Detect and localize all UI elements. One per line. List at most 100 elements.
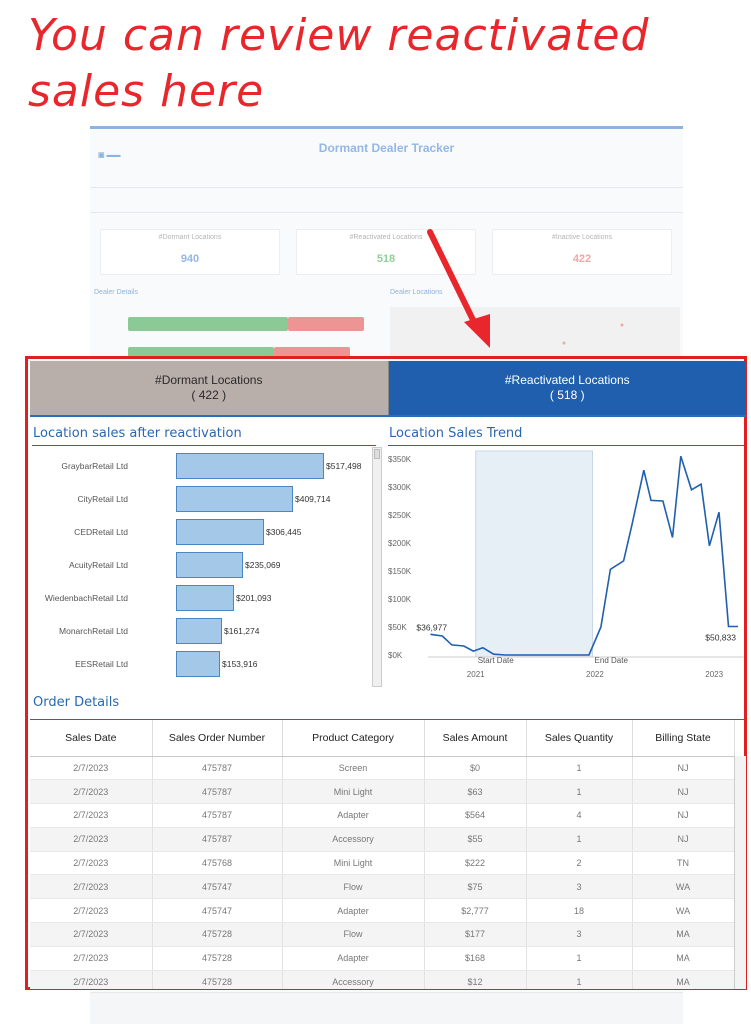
- col-sales-date[interactable]: Sales Date: [30, 720, 153, 757]
- bar-category-label: EESRetail Ltd: [75, 659, 128, 669]
- bg-dashboard-title: Dormant Dealer Tracker: [318, 141, 455, 155]
- bar-category-label: CityRetail Ltd: [77, 494, 128, 504]
- bar[interactable]: [176, 585, 234, 611]
- order-details-table: Sales Date Sales Order Number Product Ca…: [30, 719, 746, 989]
- table-row[interactable]: 2/7/2023 475768 Mini Light $222 2 TN: [30, 851, 735, 876]
- y-tick-label: $50K: [388, 623, 407, 632]
- annotation-headline: You can review reactivated sales here: [28, 8, 728, 120]
- bar[interactable]: [176, 453, 324, 479]
- table-row[interactable]: 2/7/2023 475728 Accessory $12 1 MA: [30, 970, 735, 989]
- table-cell: $0: [424, 756, 527, 781]
- col-sales-quantity[interactable]: Sales Quantity: [526, 720, 633, 757]
- table-row[interactable]: 2/7/2023 475787 Screen $0 1 NJ: [30, 756, 735, 781]
- bar[interactable]: [176, 552, 243, 578]
- col-billing-state[interactable]: Billing State: [632, 720, 735, 757]
- bar-value-label: $517,498: [326, 461, 362, 471]
- tab-reactivated-count: ( 518 ): [549, 388, 585, 402]
- bar-category-label: MonarchRetail Ltd: [59, 626, 128, 636]
- table-cell: $12: [424, 970, 527, 989]
- table-cell: 1: [526, 756, 633, 781]
- table-cell: MA: [632, 970, 735, 989]
- bar[interactable]: [176, 651, 220, 677]
- table-cell: 4: [526, 803, 633, 828]
- location-tabs: #Dormant Locations ( 422 ) #Reactivated …: [30, 361, 746, 417]
- tab-dormant-label: #Dormant Locations: [155, 373, 263, 387]
- table-row[interactable]: 2/7/2023 475728 Flow $177 3 MA: [30, 922, 735, 947]
- table-row[interactable]: 2/7/2023 475787 Accessory $55 1 NJ: [30, 827, 735, 852]
- bar-row[interactable]: CityRetail Ltd $409,714: [30, 486, 370, 512]
- table-row[interactable]: 2/7/2023 475747 Adapter $2,777 18 WA: [30, 898, 735, 924]
- y-tick-label: $200K: [388, 539, 412, 548]
- bar-value-label: $235,069: [245, 560, 281, 570]
- table-cell: Mini Light: [282, 851, 425, 876]
- x-tick-label: 2021: [467, 670, 485, 679]
- table-cell: NJ: [632, 803, 735, 828]
- table-cell: 3: [526, 922, 633, 947]
- table-row[interactable]: 2/7/2023 475728 Adapter $168 1 MA: [30, 946, 735, 971]
- col-sales-order-number[interactable]: Sales Order Number: [152, 720, 283, 757]
- y-tick-label: $150K: [388, 567, 412, 576]
- table-cell: $177: [424, 922, 527, 947]
- table-scrollbar[interactable]: [734, 756, 746, 989]
- table-cell: 2/7/2023: [30, 851, 153, 876]
- bar-row[interactable]: CEDRetail Ltd $306,445: [30, 519, 370, 545]
- table-cell: Mini Light: [282, 779, 425, 805]
- table-cell: 475768: [152, 851, 283, 876]
- table-cell: 2/7/2023: [30, 827, 153, 852]
- bg-kpi-inactive: #Inactive Locations 422: [492, 229, 672, 275]
- table-cell: 1: [526, 827, 633, 852]
- table-cell: 475787: [152, 803, 283, 828]
- bar-value-label: $153,916: [222, 659, 258, 669]
- bar-row[interactable]: AcuityRetail Ltd $235,069: [30, 552, 370, 578]
- table-cell: 1: [526, 970, 633, 989]
- table-cell: Flow: [282, 922, 425, 947]
- bg-section-dealer-details: Dealer Details: [94, 289, 138, 296]
- bar-row[interactable]: MonarchRetail Ltd $161,274: [30, 618, 370, 644]
- y-tick-label: $100K: [388, 595, 412, 604]
- table-cell: MA: [632, 922, 735, 947]
- col-sales-amount[interactable]: Sales Amount: [424, 720, 527, 757]
- table-cell: Adapter: [282, 803, 425, 828]
- bar-chart-scrollbar[interactable]: [372, 447, 382, 687]
- table-cell: $2,777: [424, 898, 527, 924]
- tab-dormant-locations[interactable]: #Dormant Locations ( 422 ): [30, 361, 389, 415]
- start-value-label: $36,977: [416, 622, 447, 632]
- bg-bar-red-1: [288, 317, 364, 331]
- tab-reactivated-locations[interactable]: #Reactivated Locations ( 518 ): [388, 361, 746, 415]
- bar-row[interactable]: GraybarRetail Ltd $517,498: [30, 453, 370, 479]
- table-row[interactable]: 2/7/2023 475747 Flow $75 3 WA: [30, 874, 735, 900]
- table-cell: $55: [424, 827, 527, 852]
- table-cell: NJ: [632, 827, 735, 852]
- red-arrow-icon: [427, 229, 490, 348]
- table-cell: 475787: [152, 756, 283, 781]
- bar[interactable]: [176, 519, 264, 545]
- col-product-category[interactable]: Product Category: [282, 720, 425, 757]
- start-date-label: Start Date: [478, 656, 515, 665]
- table-cell: 475747: [152, 898, 283, 924]
- table-cell: 2/7/2023: [30, 922, 153, 947]
- table-cell: 475728: [152, 970, 283, 989]
- table-cell: $63: [424, 779, 527, 805]
- table-cell: WA: [632, 874, 735, 900]
- date-range-highlight: [475, 450, 594, 658]
- y-tick-label: $0K: [388, 651, 403, 660]
- tab-dormant-count: ( 422 ): [191, 388, 227, 402]
- table-row[interactable]: 2/7/2023 475787 Mini Light $63 1 NJ: [30, 779, 735, 805]
- table-row[interactable]: 2/7/2023 475787 Adapter $564 4 NJ: [30, 803, 735, 828]
- bar[interactable]: [176, 486, 293, 512]
- bar-chart-scroll-thumb[interactable]: [374, 449, 380, 459]
- table-cell: Accessory: [282, 970, 425, 989]
- table-cell: 2/7/2023: [30, 970, 153, 989]
- table-cell: 18: [526, 898, 633, 924]
- table-cell: 1: [526, 779, 633, 805]
- y-tick-label: $350K: [388, 455, 412, 464]
- tab-reactivated-label: #Reactivated Locations: [504, 373, 630, 387]
- bar-row[interactable]: EESRetail Ltd $153,916: [30, 651, 370, 677]
- bar[interactable]: [176, 618, 222, 644]
- sales-trend-line: [430, 455, 738, 656]
- bar-row[interactable]: WiedenbachRetail Ltd $201,093: [30, 585, 370, 611]
- table-cell: Adapter: [282, 898, 425, 924]
- table-cell: 2/7/2023: [30, 803, 153, 828]
- table-cell: Screen: [282, 756, 425, 781]
- bar-category-label: AcuityRetail Ltd: [68, 560, 128, 570]
